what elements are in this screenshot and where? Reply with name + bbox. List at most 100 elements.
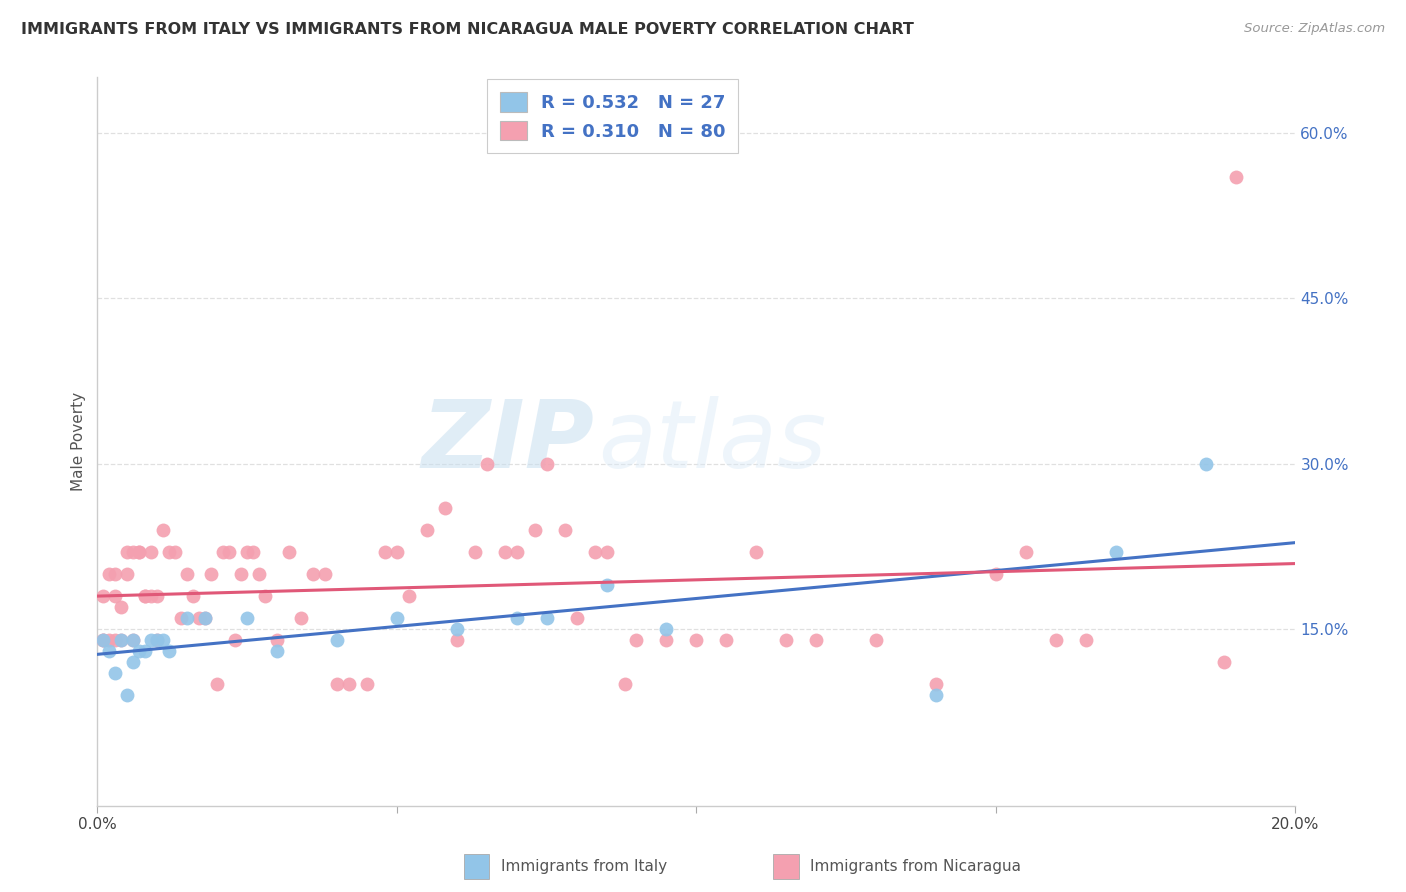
Point bbox=[146, 633, 169, 648]
Point bbox=[128, 545, 150, 559]
Point bbox=[595, 545, 617, 559]
Point bbox=[117, 545, 139, 559]
Point bbox=[278, 545, 301, 559]
Point bbox=[122, 545, 145, 559]
Point bbox=[104, 666, 127, 681]
Point bbox=[613, 677, 636, 691]
Point bbox=[1074, 633, 1097, 648]
Point bbox=[536, 457, 558, 471]
Point bbox=[98, 633, 121, 648]
Point bbox=[194, 611, 217, 625]
Point bbox=[385, 545, 408, 559]
Point bbox=[865, 633, 887, 648]
Point bbox=[122, 655, 145, 669]
Point bbox=[93, 633, 115, 648]
Text: atlas: atlas bbox=[598, 396, 827, 487]
Point bbox=[1045, 633, 1067, 648]
Point bbox=[188, 611, 211, 625]
Point bbox=[117, 566, 139, 581]
Text: IMMIGRANTS FROM ITALY VS IMMIGRANTS FROM NICARAGUA MALE POVERTY CORRELATION CHAR: IMMIGRANTS FROM ITALY VS IMMIGRANTS FROM… bbox=[21, 22, 914, 37]
Point bbox=[98, 644, 121, 658]
Text: Immigrants from Nicaragua: Immigrants from Nicaragua bbox=[810, 859, 1021, 873]
Point bbox=[128, 644, 150, 658]
Point bbox=[385, 611, 408, 625]
Point bbox=[146, 589, 169, 603]
Point bbox=[110, 633, 132, 648]
Legend: R = 0.532   N = 27, R = 0.310   N = 80: R = 0.532 N = 27, R = 0.310 N = 80 bbox=[486, 79, 738, 153]
Point bbox=[716, 633, 738, 648]
Y-axis label: Male Poverty: Male Poverty bbox=[72, 392, 86, 491]
Point bbox=[505, 545, 527, 559]
Point bbox=[93, 633, 115, 648]
Point bbox=[446, 633, 468, 648]
Point bbox=[464, 545, 486, 559]
Point bbox=[141, 589, 163, 603]
Point bbox=[583, 545, 606, 559]
Point bbox=[117, 688, 139, 702]
Point bbox=[93, 633, 115, 648]
Point bbox=[152, 633, 174, 648]
Point bbox=[505, 611, 527, 625]
Point bbox=[212, 545, 235, 559]
Point bbox=[626, 633, 648, 648]
Point bbox=[494, 545, 516, 559]
Point bbox=[290, 611, 312, 625]
Point bbox=[565, 611, 588, 625]
Point bbox=[181, 589, 204, 603]
Point bbox=[337, 677, 360, 691]
Text: Immigrants from Italy: Immigrants from Italy bbox=[501, 859, 666, 873]
Point bbox=[152, 523, 174, 537]
Point bbox=[218, 545, 240, 559]
Point bbox=[266, 644, 288, 658]
Point bbox=[98, 566, 121, 581]
Point bbox=[165, 545, 187, 559]
Point bbox=[194, 611, 217, 625]
Point bbox=[554, 523, 576, 537]
Point bbox=[1105, 545, 1128, 559]
Point bbox=[1225, 169, 1247, 184]
Point bbox=[925, 677, 948, 691]
Point bbox=[104, 566, 127, 581]
Point bbox=[475, 457, 498, 471]
Point bbox=[398, 589, 420, 603]
Point bbox=[302, 566, 325, 581]
Point bbox=[356, 677, 378, 691]
Point bbox=[655, 633, 678, 648]
Point bbox=[236, 611, 259, 625]
Point bbox=[176, 566, 198, 581]
Point bbox=[110, 600, 132, 615]
Point bbox=[1015, 545, 1038, 559]
Point bbox=[314, 566, 336, 581]
Point bbox=[170, 611, 193, 625]
Point bbox=[134, 589, 156, 603]
Point bbox=[775, 633, 797, 648]
Point bbox=[229, 566, 252, 581]
Point bbox=[146, 633, 169, 648]
Point bbox=[104, 633, 127, 648]
Point bbox=[205, 677, 228, 691]
Point bbox=[247, 566, 270, 581]
Point bbox=[157, 545, 180, 559]
Point bbox=[141, 633, 163, 648]
Point bbox=[200, 566, 222, 581]
Point bbox=[254, 589, 277, 603]
Point bbox=[925, 688, 948, 702]
Point bbox=[595, 578, 617, 592]
Point bbox=[1212, 655, 1234, 669]
Point bbox=[326, 633, 349, 648]
Point bbox=[104, 589, 127, 603]
Point bbox=[745, 545, 768, 559]
Point bbox=[806, 633, 828, 648]
Point bbox=[242, 545, 264, 559]
Point bbox=[1194, 457, 1216, 471]
Point bbox=[536, 611, 558, 625]
Point bbox=[326, 677, 349, 691]
Text: Source: ZipAtlas.com: Source: ZipAtlas.com bbox=[1244, 22, 1385, 36]
Text: ZIP: ZIP bbox=[422, 395, 595, 488]
Point bbox=[93, 589, 115, 603]
Point bbox=[655, 622, 678, 636]
Point bbox=[433, 500, 456, 515]
Point bbox=[266, 633, 288, 648]
Point bbox=[446, 622, 468, 636]
Point bbox=[416, 523, 439, 537]
